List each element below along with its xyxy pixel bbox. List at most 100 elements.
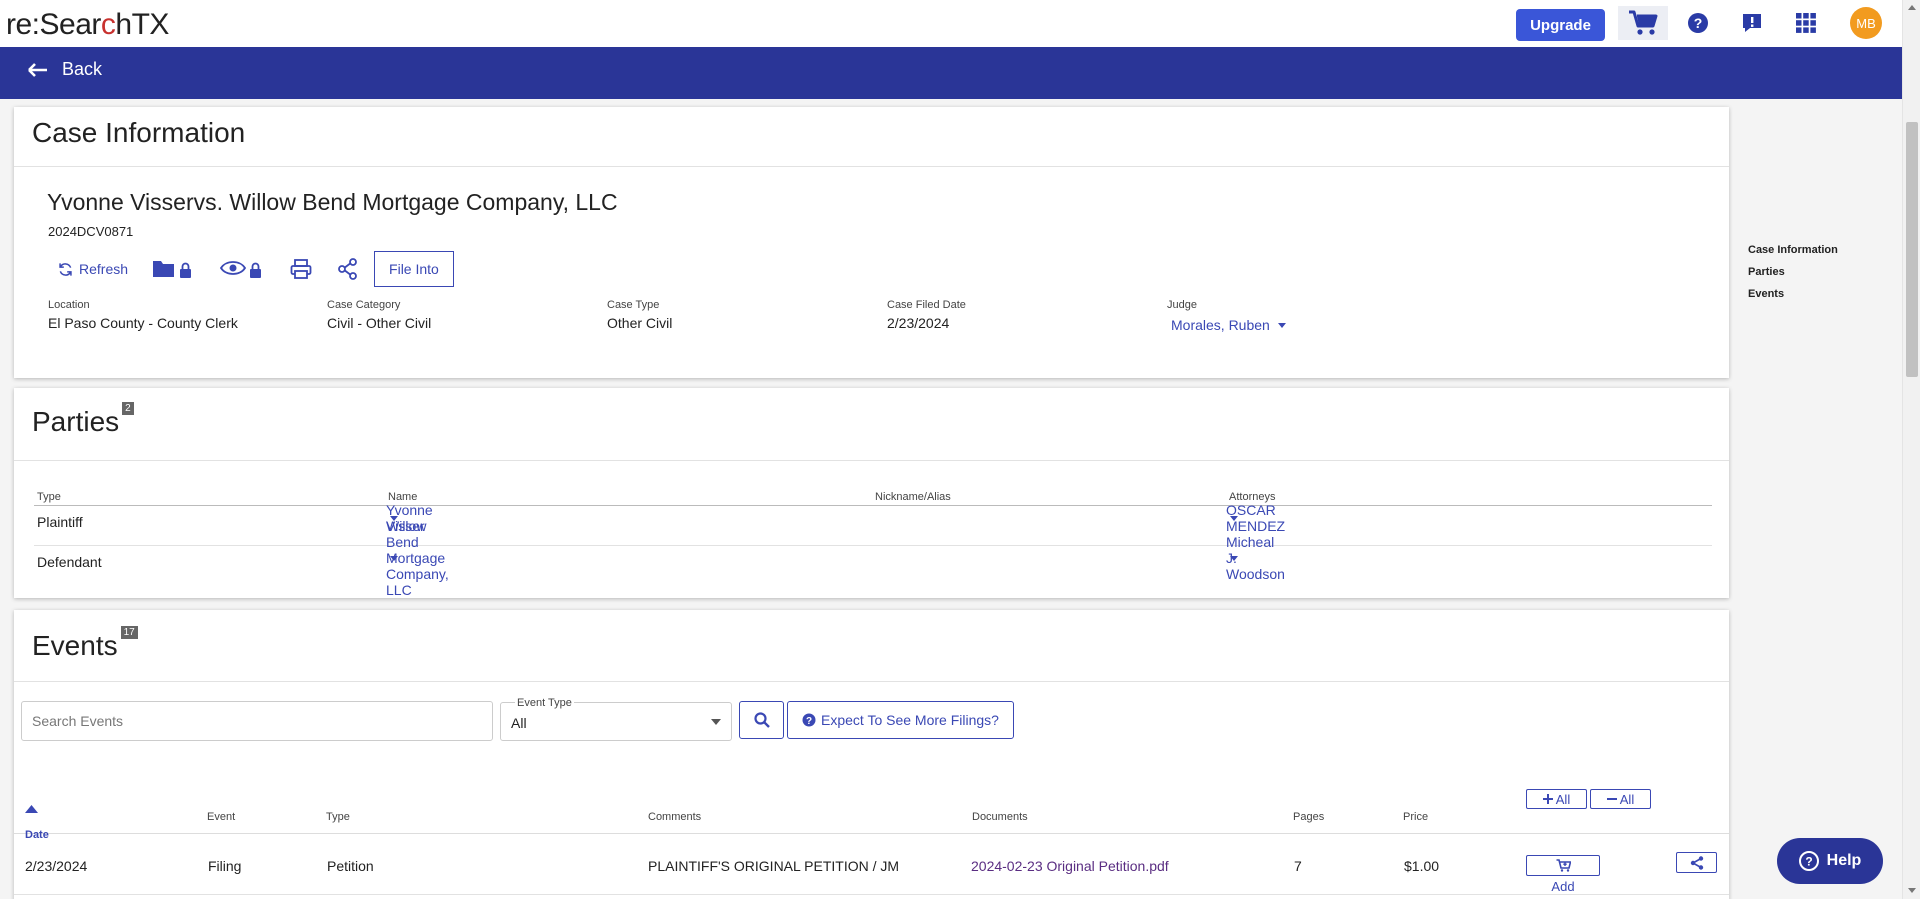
table-row: Defendant Willow Bend Mortgage Company, … [34,518,1712,598]
refresh-button[interactable]: Refresh [48,251,138,287]
sort-asc-icon [25,805,38,813]
caret-down-icon [1230,555,1238,561]
col-event: Event [207,811,236,823]
case-information-title: Case Information [32,117,246,148]
track-case-button[interactable] [220,258,262,280]
add-label: Add [1551,879,1575,894]
refresh-label: Refresh [79,261,129,277]
case-action-row: Refresh File Into [48,250,454,288]
judge-field: Judge Morales, Ruben [1167,299,1286,333]
parties-title: Parties 2 [32,402,134,438]
event-type: Petition [327,858,374,874]
event-pages: 7 [1294,858,1302,874]
event-date: 2/23/2024 [25,858,88,874]
search-events-input[interactable] [21,701,493,741]
col-comments: Comments [648,811,702,823]
col-attorneys: Attorneys [1229,491,1276,503]
expect-more-filings-label: Expect To See More Filings? [821,712,999,728]
minus-icon [1606,798,1617,800]
page-scrollbar[interactable] [1902,0,1920,899]
location-field: Location El Paso County - County Clerk [48,299,238,331]
back-bar: Back [0,47,1902,99]
case-type-field: Case Type Other Civil [607,299,672,331]
help-label: Help [1826,852,1862,869]
event-comments: PLAINTIFF'S ORIGINAL PETITION / JM [648,858,900,874]
case-filed-date-field: Case Filed Date 2/23/2024 [887,299,966,331]
upgrade-button[interactable]: Upgrade [1516,9,1605,41]
question-circle-icon: ? [802,713,816,727]
feedback-icon [1743,14,1761,32]
apps-button[interactable] [1794,6,1818,40]
events-title-text: Events [32,630,118,661]
field-value: Civil - Other Civil [327,315,432,331]
save-to-folder-button[interactable] [152,258,192,280]
nav-case-information[interactable]: Case Information [1748,244,1838,256]
cart-button[interactable] [1618,6,1668,40]
party-name: Willow Bend Mortgage Company, LLC [386,518,449,598]
logo-text-tx: TX [131,8,170,41]
field-label: Location [48,299,90,311]
nav-parties[interactable]: Parties [1748,266,1785,278]
feedback-button[interactable] [1740,6,1764,40]
judge-dropdown[interactable]: Morales, Ruben [1167,317,1286,333]
table-header: Type Name Nickname/Alias Attorneys [34,484,1712,506]
field-value: 2/23/2024 [887,315,950,331]
expand-all-label: All [1555,791,1571,807]
case-information-card: Case Information Yvonne Visservs. Willow… [14,107,1729,378]
top-header: re:SearchTX Upgrade ? MB [0,0,1920,47]
expect-more-filings-button[interactable]: ? Expect To See More Filings? [787,701,1014,739]
collapse-all-label: All [1619,791,1635,807]
svg-text:?: ? [1805,855,1812,869]
logo[interactable]: re:SearchTX [6,8,169,42]
col-type: Type [326,811,350,823]
svg-text:?: ? [1694,15,1703,31]
share-icon [1690,855,1703,870]
field-value: Other Civil [607,315,673,331]
file-into-button[interactable]: File Into [374,251,454,287]
expand-all-button[interactable]: All [1526,789,1587,809]
folder-lock-icon [153,261,192,278]
share-event-button[interactable] [1676,852,1717,873]
cart-plus-icon [1556,859,1571,872]
col-name: Name [388,491,418,503]
apps-grid-icon [1796,13,1816,33]
event-type-label: Event Type [515,697,574,709]
col-date-sort[interactable]: Date [25,805,49,841]
document-link[interactable]: 2024-02-23 Original Petition.pdf [971,858,1169,874]
case-category-field: Case Category Civil - Other Civil [327,299,431,331]
share-case-button[interactable] [338,258,358,280]
eye-lock-icon [220,261,262,278]
add-to-cart-button[interactable]: Add [1526,855,1600,894]
card-divider [14,681,1729,682]
help-menu-button[interactable]: ? [1686,6,1710,40]
field-label: Case Type [607,299,660,311]
avatar[interactable]: MB [1850,7,1882,39]
share-icon [338,258,357,280]
parties-card: Parties 2 Type Name Nickname/Alias Attorn… [14,388,1729,598]
back-button[interactable]: Back [28,59,102,80]
col-type: Type [37,491,61,503]
event-type-select[interactable]: Event Type All [500,697,732,741]
print-button[interactable] [290,258,312,280]
search-events-button[interactable] [739,701,784,739]
question-circle-icon: ? [1798,851,1819,871]
scroll-thumb[interactable] [1906,122,1918,377]
chevron-down-icon [711,719,721,725]
field-label: Judge [1167,299,1197,311]
card-divider [14,166,1729,167]
attorney-name: OSCAR MENDEZ [1226,502,1286,534]
table-row: 2/23/2024 Filing Petition PLAINTIFF'S OR… [14,835,1729,895]
search-icon [753,712,770,728]
scroll-down-icon[interactable] [1908,888,1916,893]
help-button[interactable]: ? Help [1777,838,1883,884]
caret-down-icon [1277,322,1286,328]
table-row: Plaintiff Yvonne Visser OSCAR MENDEZ [34,502,1712,546]
events-count-badge: 17 [120,626,138,639]
scroll-up-icon[interactable] [1908,5,1916,10]
judge-name: Morales, Ruben [1171,317,1270,333]
collapse-all-button[interactable]: All [1590,789,1651,809]
case-number: 2024DCV0871 [48,224,134,239]
nav-events[interactable]: Events [1748,288,1785,300]
party-type: Plaintiff [37,514,83,530]
